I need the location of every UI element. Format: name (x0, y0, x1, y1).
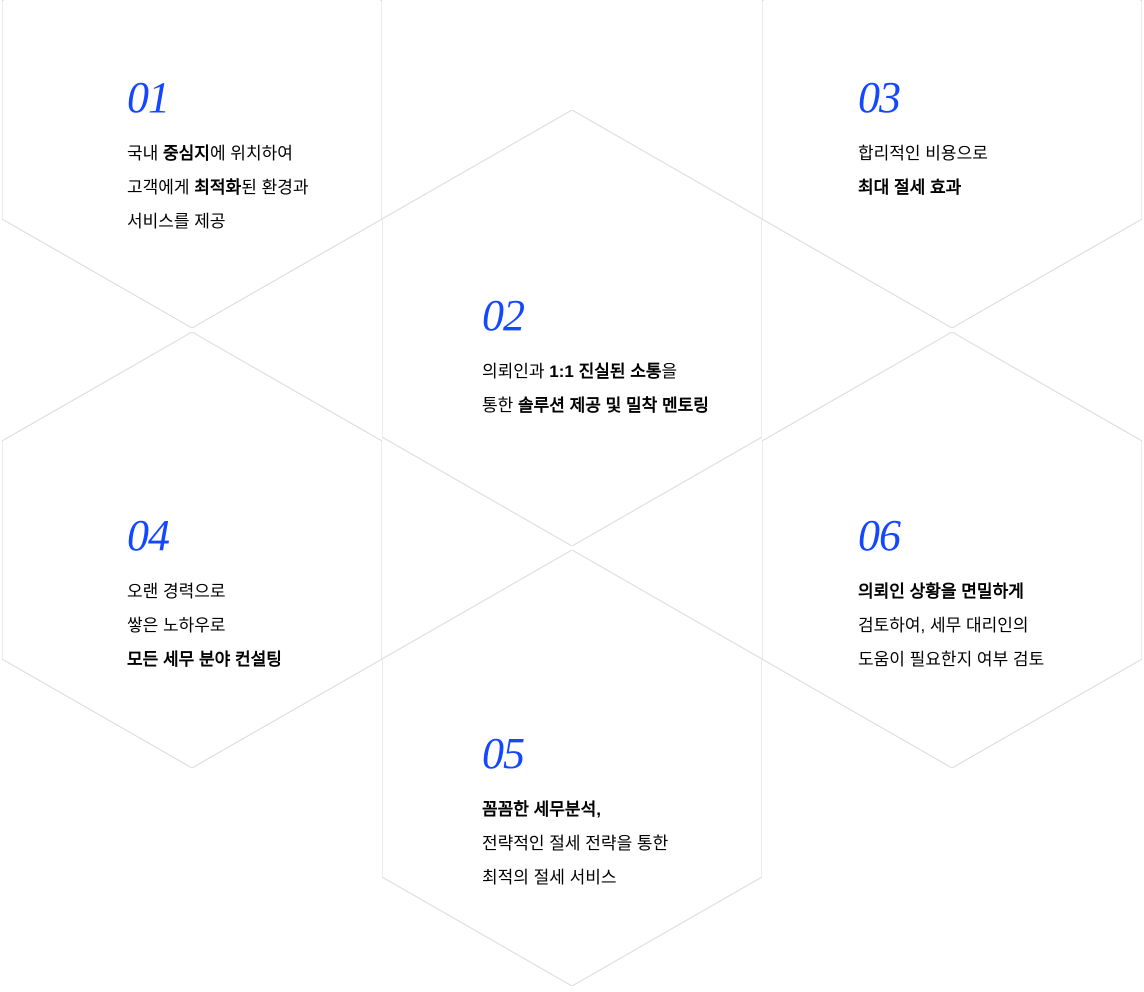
hex-text-line: 국내 중심지에 위치하여 (127, 137, 309, 171)
hex-text-line: 서비스를 제공 (127, 205, 309, 239)
hex-text-line: 최대 절세 효과 (858, 171, 988, 205)
hex-text: 의뢰인 상황을 면밀하게검토하여, 세무 대리인의도움이 필요한지 여부 검토 (858, 575, 1044, 677)
hex-06: 06 의뢰인 상황을 면밀하게검토하여, 세무 대리인의도움이 필요한지 여부 검… (762, 332, 1142, 768)
hex-text-line: 의뢰인 상황을 면밀하게 (858, 575, 1044, 609)
hex-text-line: 오랜 경력으로 (127, 575, 282, 609)
hex-text-line: 의뢰인과 1:1 진실된 소통을 (482, 355, 709, 389)
hex-text-line: 쌓은 노하우로 (127, 609, 282, 643)
hex-text-line: 고객에게 최적화된 환경과 (127, 171, 309, 205)
hex-03: 03 합리적인 비용으로최대 절세 효과 (762, 0, 1142, 328)
hex-number: 01 (127, 72, 309, 123)
hex-text-line: 전략적인 절세 전략을 통한 (482, 827, 668, 861)
hex-number: 04 (127, 510, 282, 561)
hex-text-line: 검토하여, 세무 대리인의 (858, 609, 1044, 643)
hex-05: 05 꼼꼼한 세무분석,전략적인 절세 전략을 통한최적의 절세 서비스 (382, 550, 762, 986)
hex-content-01: 01 국내 중심지에 위치하여고객에게 최적화된 환경과서비스를 제공 (127, 72, 309, 239)
hex-content-05: 05 꼼꼼한 세무분석,전략적인 절세 전략을 통한최적의 절세 서비스 (482, 728, 668, 895)
hex-content-06: 06 의뢰인 상황을 면밀하게검토하여, 세무 대리인의도움이 필요한지 여부 검… (858, 510, 1044, 677)
hex-text-line: 도움이 필요한지 여부 검토 (858, 643, 1044, 677)
hex-text: 합리적인 비용으로최대 절세 효과 (858, 137, 988, 205)
hex-number: 05 (482, 728, 668, 779)
hex-text-line: 모든 세무 분야 컨설팅 (127, 643, 282, 677)
hex-text-line: 최적의 절세 서비스 (482, 861, 668, 895)
hex-content-03: 03 합리적인 비용으로최대 절세 효과 (858, 72, 988, 205)
hex-02: 02 의뢰인과 1:1 진실된 소통을통한 솔루션 제공 및 밀착 멘토링 (382, 110, 762, 546)
hex-text: 꼼꼼한 세무분석,전략적인 절세 전략을 통한최적의 절세 서비스 (482, 793, 668, 895)
hex-text: 의뢰인과 1:1 진실된 소통을통한 솔루션 제공 및 밀착 멘토링 (482, 355, 709, 423)
hex-text: 국내 중심지에 위치하여고객에게 최적화된 환경과서비스를 제공 (127, 137, 309, 239)
hex-number: 02 (482, 290, 709, 341)
hex-content-04: 04 오랜 경력으로쌓은 노하우로모든 세무 분야 컨설팅 (127, 510, 282, 677)
hex-01: 01 국내 중심지에 위치하여고객에게 최적화된 환경과서비스를 제공 (2, 0, 382, 328)
hex-text-line: 합리적인 비용으로 (858, 137, 988, 171)
hex-text-line: 통한 솔루션 제공 및 밀착 멘토링 (482, 389, 709, 423)
hex-text-line: 꼼꼼한 세무분석, (482, 793, 668, 827)
hex-content-02: 02 의뢰인과 1:1 진실된 소통을통한 솔루션 제공 및 밀착 멘토링 (482, 290, 709, 423)
hex-04: 04 오랜 경력으로쌓은 노하우로모든 세무 분야 컨설팅 (2, 332, 382, 768)
hex-text: 오랜 경력으로쌓은 노하우로모든 세무 분야 컨설팅 (127, 575, 282, 677)
hex-number: 03 (858, 72, 988, 123)
hex-number: 06 (858, 510, 1044, 561)
